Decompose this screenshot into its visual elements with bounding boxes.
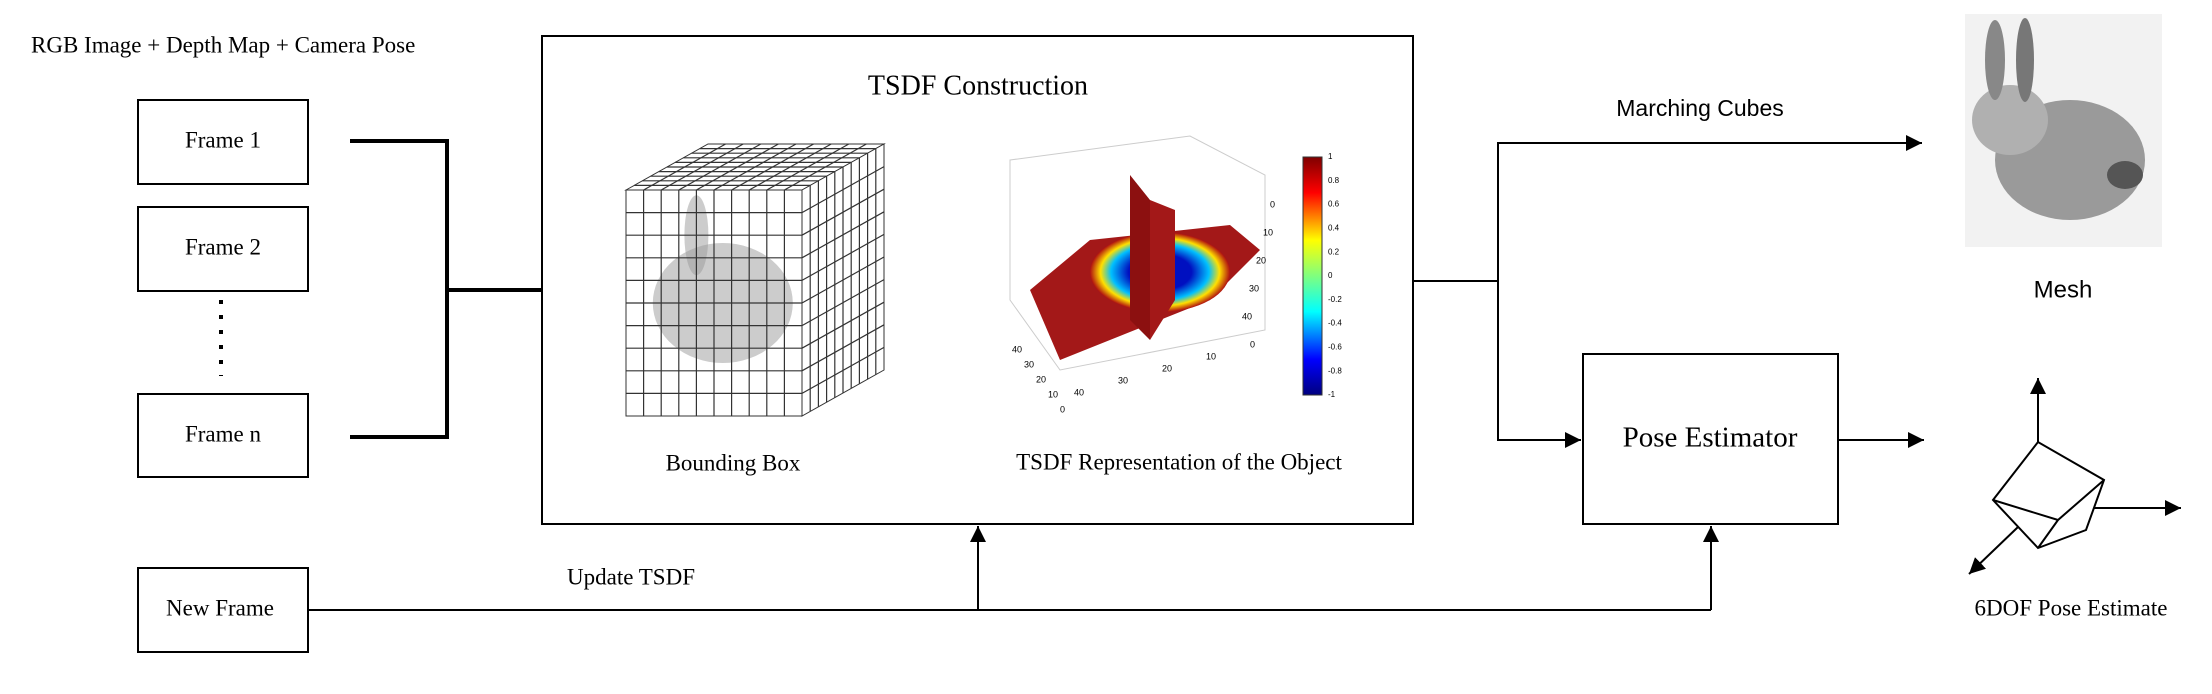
axis-tick-label: 0	[1270, 199, 1275, 209]
colorbar-tick-label: 0.4	[1328, 224, 1340, 233]
axis-tick-label: 10	[1206, 351, 1216, 361]
axis-tick-label: 0	[1250, 339, 1255, 349]
axis-tick-label: 20	[1162, 363, 1172, 373]
update-label: Update TSDF	[567, 564, 695, 589]
pose-label: 6DOF Pose Estimate	[1975, 595, 2168, 620]
frame-label: Frame 1	[185, 127, 261, 152]
grid-line	[801, 256, 885, 304]
colorbar-tick-label: 1	[1328, 152, 1333, 161]
bracket	[350, 139, 542, 439]
pose-estimator-label: Pose Estimator	[1623, 422, 1798, 454]
frame-label: Frame 2	[185, 234, 261, 259]
grid-line	[801, 279, 885, 327]
axis-tick-label: 20	[1256, 255, 1266, 265]
grid-line	[784, 143, 867, 191]
colorbar-tick-label: -1	[1328, 390, 1336, 399]
arrow	[1497, 281, 1581, 448]
caption: Bounding Box	[666, 450, 801, 475]
colorbar-tick-label: 0	[1328, 271, 1333, 280]
axis-tick-label: 40	[1074, 387, 1084, 397]
caption: TSDF Representation of the Object	[1016, 449, 1342, 474]
pose-estimator-box	[1582, 353, 1839, 525]
axis-tick-label: 20	[1036, 374, 1046, 384]
colorbar-tick-label: 0.6	[1328, 200, 1340, 209]
grid-line	[801, 346, 885, 394]
axis-tick-label: 0	[1060, 404, 1065, 414]
colorbar-tick-label: 0.8	[1328, 176, 1340, 185]
axis-tick-label: 40	[1242, 311, 1252, 321]
colorbar-tick-label: -0.6	[1328, 343, 1342, 352]
colorbar-tick-label: -0.8	[1328, 366, 1342, 375]
tsdf-plot: 10.80.60.40.20-0.2-0.4-0.6-0.8-100010101…	[1009, 135, 1342, 414]
frame-box	[137, 99, 309, 185]
axis-tick-label: 30	[1024, 359, 1034, 369]
pose-axes-icon	[1968, 378, 2181, 575]
frame-box	[137, 206, 309, 292]
colorbar-tick-label: -0.4	[1328, 319, 1342, 328]
new-frame-label: New Frame	[166, 595, 274, 620]
axis-tick-label: 40	[1012, 344, 1022, 354]
colorbar-tick-label: 0.2	[1328, 247, 1340, 256]
axis-tick-label: 30	[1249, 283, 1259, 293]
new-frame-box	[137, 567, 309, 653]
axis-tick-label: 30	[1118, 375, 1128, 385]
mesh-image	[1965, 14, 2162, 247]
mesh-label: Mesh	[2034, 276, 2093, 303]
grid-line	[748, 143, 832, 191]
arrow	[1413, 135, 1922, 282]
input-label: RGB Image + Depth Map + Camera Pose	[31, 32, 415, 57]
tsdf-title: TSDF Construction	[868, 70, 1088, 101]
grid-line	[731, 143, 814, 191]
frame-box	[137, 393, 309, 478]
colorbar-tick-label: -0.2	[1328, 295, 1342, 304]
axis-tick-label: 10	[1048, 389, 1058, 399]
grid-line	[801, 324, 885, 372]
frame-label: Frame n	[185, 421, 262, 446]
grid-line	[801, 301, 885, 349]
grid-line	[713, 143, 797, 191]
marching-cubes-label: Marching Cubes	[1616, 95, 1783, 121]
axis-tick-label: 10	[1263, 227, 1273, 237]
bounding-box-figure	[624, 143, 886, 417]
grid-line	[766, 143, 850, 191]
